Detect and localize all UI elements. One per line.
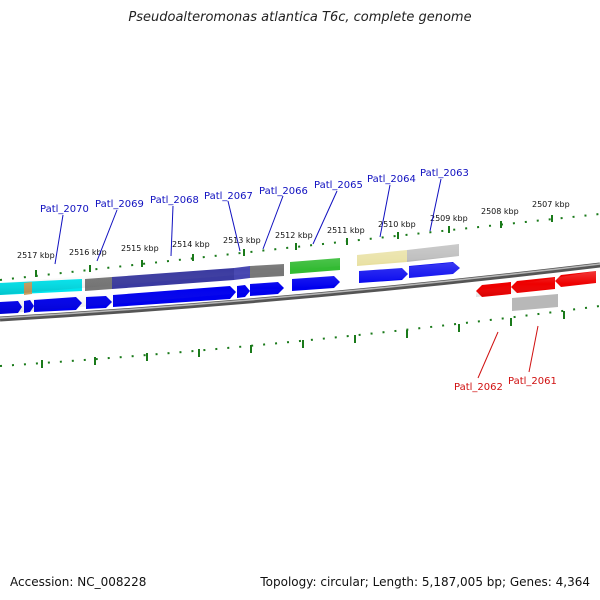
ruler-label: 2510 kbp: [378, 220, 416, 229]
feature-lightgray-reverse[interactable]: [512, 294, 558, 311]
leader-line: [170, 205, 174, 257]
ruler-label: 2511 kbp: [327, 226, 365, 235]
gene-label[interactable]: Patl_2066: [259, 186, 308, 197]
genome-backbone: [0, 262, 600, 322]
forward-leaders: [54, 178, 442, 265]
genome-summary-text: Topology: circular; Length: 5,187,005 bp…: [260, 575, 590, 589]
gene-label[interactable]: Patl_2064: [367, 174, 416, 185]
ruler-label: 2516 kbp: [69, 248, 107, 257]
leader-line: [262, 195, 284, 250]
gene-label[interactable]: Patl_2069: [95, 199, 144, 210]
ruler-label: 2514 kbp: [172, 240, 210, 249]
reverse-gene-labels: Patl_2062 Patl_2061: [454, 376, 557, 393]
ruler-label: 2508 kbp: [481, 207, 519, 216]
leader-line: [312, 190, 338, 245]
ruler-labels: 2517 kbp 2516 kbp 2515 kbp 2514 kbp 2513…: [17, 200, 570, 260]
leader-line: [528, 325, 539, 373]
leader-line: [96, 209, 118, 262]
gene-label[interactable]: Patl_2068: [150, 195, 199, 206]
ruler-label: 2507 kbp: [532, 200, 570, 209]
gene-label[interactable]: Patl_2067: [204, 191, 253, 202]
feature-lane-upper: [0, 244, 459, 295]
gene-label[interactable]: Patl_2062: [454, 382, 503, 393]
genome-backbone-highlight: [0, 263, 600, 319]
leader-line: [477, 331, 499, 379]
gene-label[interactable]: Patl_2061: [508, 376, 557, 387]
outer-ruler: [0, 213, 600, 281]
map-title: Pseudoalteromonas atlantica T6c, complet…: [128, 10, 472, 25]
gene-label[interactable]: Patl_2063: [420, 168, 469, 179]
gene-label[interactable]: Patl_2070: [40, 204, 89, 215]
ruler-label: 2509 kbp: [430, 214, 468, 223]
inner-ruler: [0, 305, 600, 368]
cds-shade: [476, 271, 596, 297]
leader-line: [54, 214, 64, 265]
ruler-label: 2513 kbp: [223, 236, 261, 245]
forward-gene-labels: Patl_2070 Patl_2069 Patl_2068 Patl_2067 …: [40, 168, 469, 215]
cds-lane-reverse: [476, 271, 596, 297]
cds-shade: [0, 262, 460, 314]
leader-line: [429, 178, 442, 232]
leader-line: [227, 200, 241, 252]
leader-line: [379, 184, 391, 238]
gene-label[interactable]: Patl_2065: [314, 180, 363, 191]
outer-ruler-arc: [0, 213, 600, 281]
inner-ruler-arc: [0, 305, 600, 367]
ruler-label: 2512 kbp: [275, 231, 313, 240]
cds-lane-forward: [0, 262, 460, 314]
reverse-leaders: [477, 325, 539, 379]
accession-text: Accession: NC_008228: [10, 575, 147, 589]
ruler-label: 2515 kbp: [121, 244, 159, 253]
ruler-label: 2517 kbp: [17, 251, 55, 260]
feature-shade: [0, 244, 459, 295]
